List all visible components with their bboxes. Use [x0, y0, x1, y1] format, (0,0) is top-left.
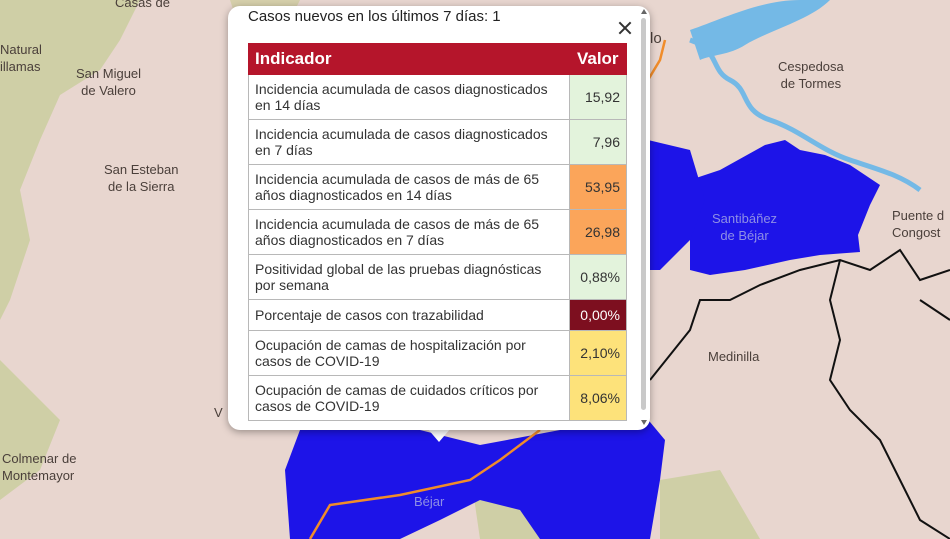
place-label-bejar: Béjar: [414, 494, 445, 509]
scroll-thumb[interactable]: [641, 18, 646, 410]
indicator-label: Ocupación de camas de hospitalización po…: [248, 330, 570, 376]
place-label-casas: Casas de: [115, 0, 170, 10]
place-label-colmenar: Colmenar de Montemayor: [2, 451, 77, 483]
table-row: Porcentaje de casos con trazabilidad 0,00…: [248, 299, 628, 331]
place-label-puente: Puente d Congost: [892, 208, 945, 240]
table-row: Incidencia acumulada de casos de más de …: [248, 164, 628, 210]
indicator-value: 2,10%: [568, 330, 628, 376]
popup-tip: [427, 428, 451, 442]
province-border: [649, 248, 950, 381]
river: [689, 37, 922, 193]
place-label-v: V: [214, 405, 223, 420]
scroll-up-icon[interactable]: [641, 9, 647, 14]
road-south: [308, 429, 541, 539]
indicator-value: 0,88%: [568, 254, 628, 300]
indicator-value: 26,98: [568, 209, 628, 255]
table-header-row: Indicador Valor: [248, 43, 628, 75]
indicator-label: Incidencia acumulada de casos de más de …: [248, 209, 570, 255]
indicator-label: Ocupación de camas de cuidados críticos …: [248, 375, 570, 421]
table-row: Incidencia acumulada de casos diagnostic…: [248, 119, 628, 165]
forest-area-southeast: [660, 470, 760, 539]
column-header-value: Valor: [568, 43, 628, 75]
indicator-value: 0,00%: [568, 299, 628, 331]
indicator-value: 7,96: [568, 119, 628, 165]
table-row: Positividad global de las pruebas diagnó…: [248, 254, 628, 300]
forest-area-southwest: [0, 360, 60, 500]
indicator-label: Porcentaje de casos con trazabilidad: [248, 299, 570, 331]
table-row: Ocupación de camas de hospitalización po…: [248, 330, 628, 376]
province-border-3: [919, 299, 950, 321]
popup-scrollbar[interactable]: [640, 6, 648, 430]
place-label-cespedosa: Cespedosa de Tormes: [778, 59, 844, 91]
scroll-down-icon[interactable]: [641, 420, 647, 425]
table-row: Incidencia acumulada de casos diagnostic…: [248, 74, 628, 120]
indicator-label: Incidencia acumulada de casos diagnostic…: [248, 119, 570, 165]
place-label-san-miguel: San Miguel de Valero: [76, 66, 142, 98]
place-label-lo: lo: [650, 30, 662, 47]
region-bejar: [285, 410, 665, 539]
close-icon[interactable]: [614, 17, 636, 39]
region-north-strip: [648, 140, 705, 270]
place-label-santibanez: Santibáñez de Béjar: [712, 211, 778, 243]
province-border-2: [828, 259, 950, 539]
place-label-medinilla: Medinilla: [708, 349, 760, 364]
popup-header: Casos nuevos en los últimos 7 días: 1: [248, 8, 501, 25]
road-north: [646, 39, 667, 81]
region-santibanez: [690, 140, 880, 275]
place-label-san-esteban: San Esteban de la Sierra: [104, 162, 179, 194]
reservoir: [690, 0, 830, 60]
indicator-value: 8,06%: [568, 375, 628, 421]
indicator-label: Incidencia acumulada de casos de más de …: [248, 164, 570, 210]
indicator-value: 53,95: [568, 164, 628, 210]
map-popup: Casos nuevos en los últimos 7 días: 1 In…: [228, 6, 650, 430]
place-label-natural: Natural illamas: [0, 42, 42, 74]
forest-area-west: [0, 0, 140, 320]
indicator-value: 15,92: [568, 74, 628, 120]
column-header-indicator: Indicador: [248, 43, 570, 75]
table-row: Ocupación de camas de cuidados críticos …: [248, 375, 628, 421]
table-row: Incidencia acumulada de casos de más de …: [248, 209, 628, 255]
indicator-table: Indicador Valor Incidencia acumulada de …: [248, 43, 628, 421]
indicator-label: Positividad global de las pruebas diagnó…: [248, 254, 570, 300]
indicator-label: Incidencia acumulada de casos diagnostic…: [248, 74, 570, 120]
